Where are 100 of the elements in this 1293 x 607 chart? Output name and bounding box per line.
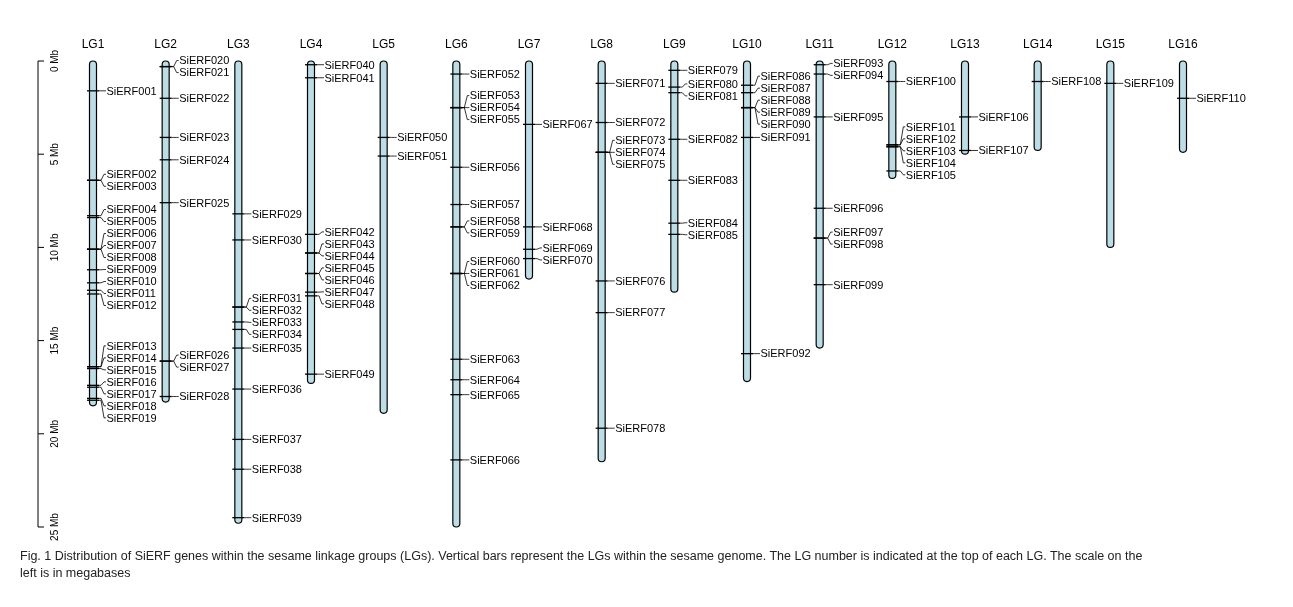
- y-tick-label: 15 Mb: [48, 326, 60, 355]
- annotation: SiERF045: [324, 261, 375, 274]
- x-tick-label: LG15: [1095, 37, 1126, 51]
- annotation: SiERF078: [615, 422, 666, 435]
- annotation: SiERF001: [106, 84, 157, 97]
- annotation: SiERF034: [251, 328, 302, 341]
- annotation: SiERF086: [760, 69, 811, 82]
- annotation: SiERF008: [106, 251, 157, 264]
- annotation: SiERF019: [106, 411, 157, 424]
- annotation: SiERF093: [833, 57, 884, 70]
- annotation: SiERF062: [469, 279, 520, 292]
- annotation: SiERF003: [106, 180, 157, 193]
- annotation: SiERF035: [251, 341, 302, 354]
- annotation: SiERF044: [324, 249, 375, 262]
- annotation: SiERF025: [179, 196, 230, 209]
- annotation: SiERF107: [978, 144, 1029, 157]
- annotation: SiERF090: [760, 117, 811, 130]
- annotation: SiERF055: [469, 113, 520, 126]
- annotation: SiERF087: [760, 81, 811, 94]
- annotation: SiERF095: [833, 110, 884, 123]
- annotation: SiERF076: [615, 274, 666, 287]
- y-tick-label: 10 Mb: [48, 233, 60, 262]
- x-tick-label: LG16: [1168, 37, 1198, 51]
- annotation: SiERF080: [687, 77, 738, 90]
- annotation: SiERF033: [251, 316, 302, 329]
- x-tick-label: LG9: [662, 37, 686, 51]
- annotation: SiERF108: [1051, 75, 1102, 88]
- annotation: SiERF096: [833, 202, 884, 215]
- annotation: SiERF013: [106, 339, 157, 352]
- annotation: SiERF016: [106, 375, 157, 388]
- annotation: SiERF020: [179, 54, 230, 67]
- annotation: SiERF064: [469, 373, 520, 386]
- annotation: SiERF005: [106, 215, 157, 228]
- annotation: SiERF036: [251, 382, 302, 395]
- annotation: SiERF012: [106, 299, 157, 312]
- annotation: SiERF065: [469, 388, 520, 401]
- annotation: SiERF052: [469, 67, 520, 80]
- annotation: SiERF056: [469, 161, 520, 174]
- annotation: SiERF031: [251, 292, 302, 305]
- x-tick-label: LG10: [732, 37, 762, 51]
- y-tick-label: 25 Mb: [48, 512, 60, 541]
- x-tick-label: LG4: [299, 37, 323, 51]
- annotation: SiERF002: [106, 168, 157, 181]
- x-tick-label: LG7: [517, 37, 541, 51]
- y-tick-label: 5 Mb: [48, 142, 60, 166]
- annotation: SiERF041: [324, 71, 375, 84]
- annotation: SiERF099: [833, 278, 884, 291]
- annotation: SiERF072: [615, 116, 666, 129]
- annotation: SiERF061: [469, 267, 520, 280]
- annotation: SiERF085: [687, 228, 738, 241]
- annotation: SiERF066: [469, 453, 520, 466]
- annotation: SiERF084: [687, 216, 738, 229]
- annotation: SiERF104: [905, 156, 956, 169]
- x-tick-label: LG13: [950, 37, 980, 51]
- x-tick-label: LG12: [877, 37, 908, 51]
- annotation: SiERF079: [687, 64, 738, 77]
- annotation: SiERF110: [1196, 92, 1246, 105]
- caption: Fig. 1 Distribution of SiERF genes within the sesame linkage groups (LGs). Vertical bars represent the LGs within the sesame genome. The LG number is indicated at the top of each LG. The scale on the left is in megabases: [20, 549, 1143, 580]
- annotation: SiERF053: [469, 89, 520, 102]
- annotation: SiERF018: [106, 399, 157, 412]
- annotation: SiERF039: [251, 511, 302, 524]
- annotation: SiERF098: [833, 237, 884, 250]
- annotation: SiERF051: [397, 149, 448, 162]
- x-tick-label: LG5: [372, 37, 396, 51]
- annotation: SiERF006: [106, 227, 157, 240]
- annotation: SiERF059: [469, 226, 520, 239]
- annotation: SiERF010: [106, 275, 157, 288]
- annotation: SiERF050: [397, 131, 448, 144]
- annotation: SiERF009: [106, 263, 157, 276]
- annotation: SiERF094: [833, 69, 884, 82]
- y-tick-label: 0 Mb: [48, 49, 60, 73]
- annotation: SiERF073: [615, 134, 666, 147]
- annotation: SiERF106: [978, 110, 1029, 123]
- annotation: SiERF017: [106, 387, 157, 400]
- x-tick-label: LG14: [1022, 37, 1053, 51]
- annotation: SiERF074: [615, 146, 666, 159]
- x-tick-label: LG8: [590, 37, 614, 51]
- annotation: SiERF105: [905, 168, 956, 181]
- annotation: SiERF083: [687, 174, 738, 187]
- annotation: SiERF047: [324, 285, 375, 298]
- annotation: SiERF069: [542, 241, 593, 254]
- annotation: SiERF058: [469, 214, 520, 227]
- annotation: SiERF043: [324, 237, 375, 250]
- x-tick-label: LG1: [81, 37, 105, 51]
- annotation: SiERF048: [324, 297, 375, 310]
- annotation: SiERF038: [251, 463, 302, 476]
- annotation: SiERF026: [179, 348, 230, 361]
- annotation: SiERF092: [760, 347, 811, 360]
- annotation: SiERF063: [469, 353, 520, 366]
- annotation: SiERF022: [179, 92, 230, 105]
- annotation: SiERF103: [905, 144, 956, 157]
- annotation: SiERF088: [760, 93, 811, 106]
- annotation: SiERF057: [469, 198, 520, 211]
- annotation: SiERF040: [324, 58, 375, 71]
- annotation: SiERF100: [905, 75, 956, 88]
- annotation: SiERF067: [542, 118, 593, 131]
- annotation: SiERF029: [251, 207, 302, 220]
- annotation: SiERF007: [106, 239, 157, 252]
- annotation: SiERF081: [687, 89, 738, 102]
- x-tick-label: LG2: [154, 37, 178, 51]
